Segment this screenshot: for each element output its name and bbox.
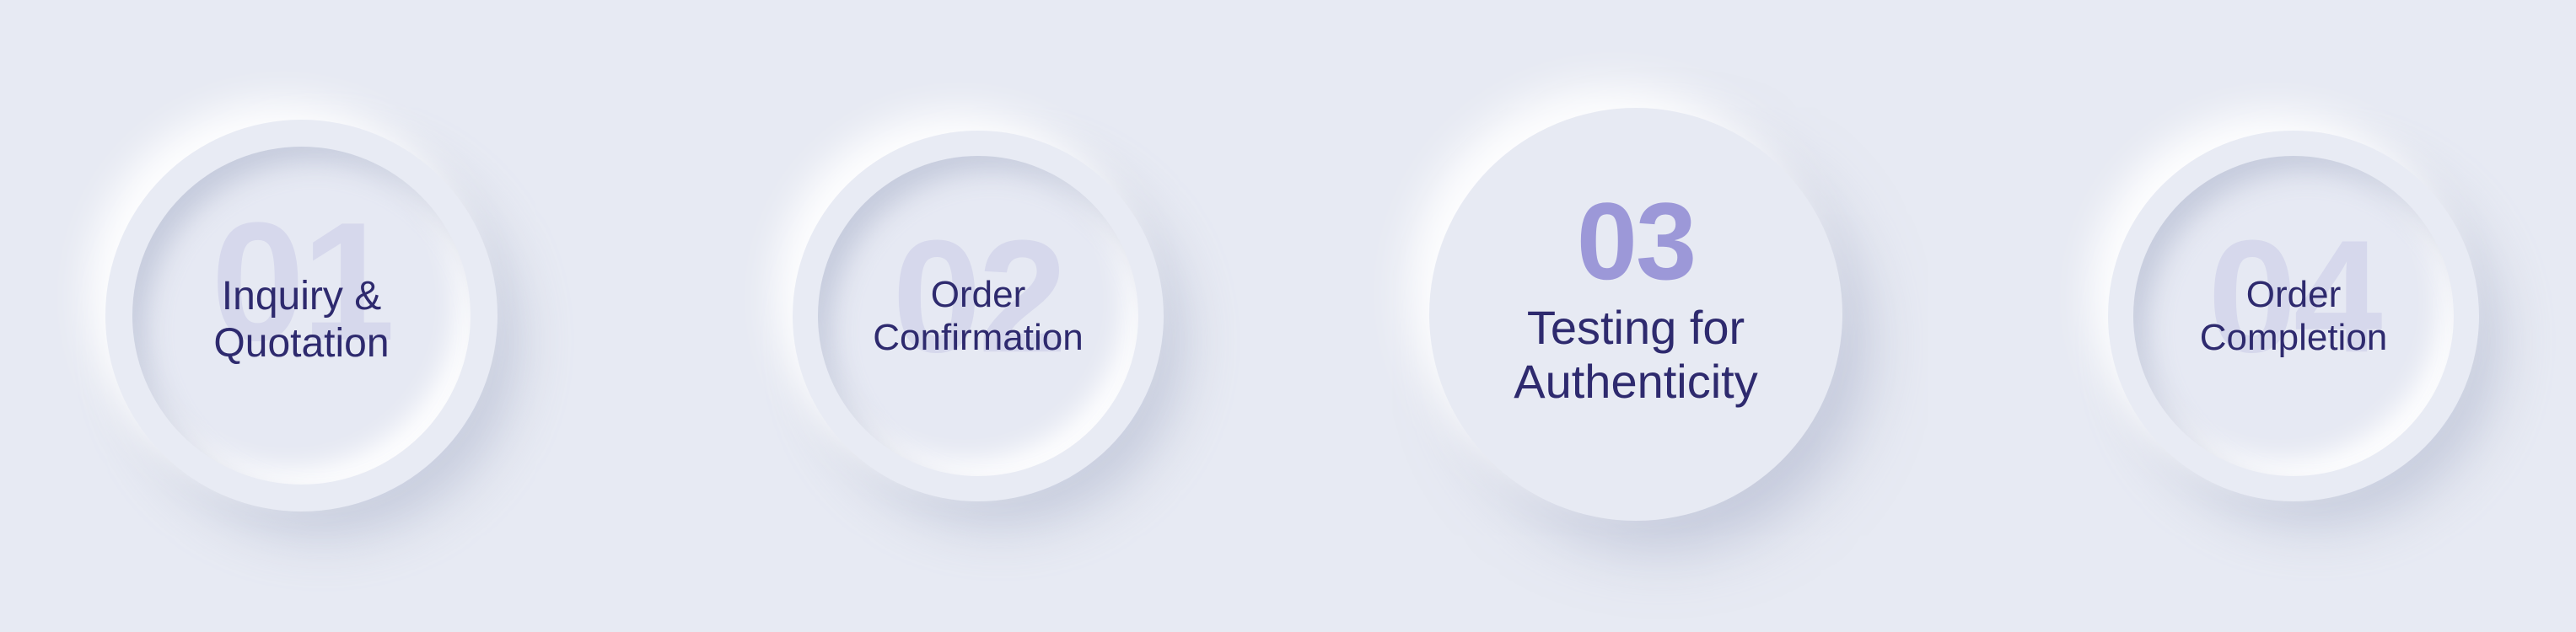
step-number: 03: [1576, 179, 1697, 303]
step-number: 01: [211, 187, 395, 376]
step-label: Order Confirmation: [873, 274, 1083, 359]
step-inner-disc: [2133, 156, 2454, 476]
step-label-line2: Completion: [2199, 317, 2388, 358]
step-inquiry-quotation[interactable]: 01 Inquiry & Quotation: [105, 120, 497, 511]
step-label-line1: Order: [2245, 274, 2342, 316]
step-label: Order Completion: [2200, 274, 2388, 359]
step-label: Inquiry & Quotation: [213, 273, 389, 366]
step-testing-authenticity[interactable]: 03 Testing for Authenticity: [1429, 108, 1842, 521]
step-number: 04: [2208, 207, 2382, 387]
step-label-line2: Confirmation: [873, 317, 1084, 358]
step-number: 02: [892, 207, 1067, 387]
step-inner-disc: [818, 156, 1138, 476]
step-label: Testing for Authenticity: [1514, 301, 1758, 409]
step-inner-disc: [132, 147, 471, 485]
step-label-line2: Quotation: [213, 320, 390, 366]
step-label-line1: Testing for: [1526, 301, 1745, 355]
step-ring: [1429, 108, 1842, 521]
step-order-completion[interactable]: 04 Order Completion: [2108, 131, 2479, 501]
step-order-confirmation[interactable]: 02 Order Confirmation: [793, 131, 1164, 501]
step-label-line1: Inquiry &: [221, 274, 382, 319]
step-label-line2: Authenticity: [1514, 355, 1758, 408]
step-label-line1: Order: [930, 274, 1026, 316]
